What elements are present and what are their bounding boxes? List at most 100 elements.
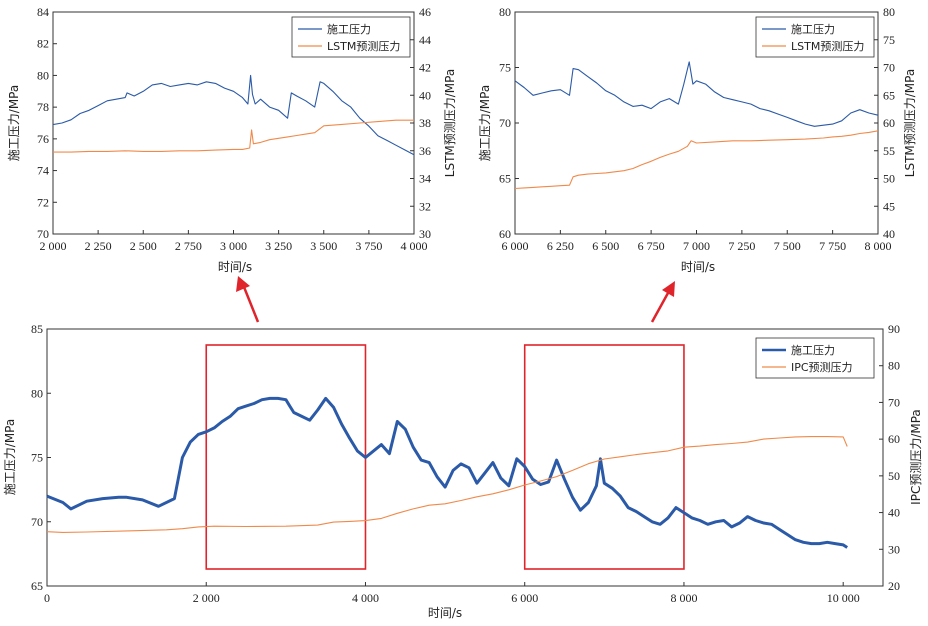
y-tick-label: 78 (37, 100, 49, 114)
x-tick-label: 4 000 (401, 239, 428, 253)
x-tick-label: 4 000 (352, 591, 379, 605)
y2-tick-label: 36 (419, 144, 431, 158)
x-tick-label: 2 000 (193, 591, 220, 605)
y2-tick-label: 42 (419, 61, 431, 75)
x-tick-label: 3 750 (355, 239, 382, 253)
y-axis-label: 施工压力/MPa (3, 419, 17, 495)
x-tick-label: 6 750 (638, 239, 665, 253)
arrow-right-shaft (650, 292, 670, 323)
y-tick-label: 80 (31, 386, 43, 400)
series-line-pressure (46, 396, 849, 549)
y-tick-label: 70 (31, 515, 43, 529)
x-axis-label: 时间/s (681, 260, 715, 274)
x-tick-label: 8 000 (670, 591, 697, 605)
y2-tick-label: 70 (888, 395, 900, 409)
legend: 施工压力 LSTM预测压力 (291, 16, 411, 58)
legend-label: LSTM预测压力 (791, 40, 864, 53)
series-line-predicted (53, 119, 414, 153)
legend-box (291, 16, 411, 58)
y2-tick-label: 50 (888, 469, 900, 483)
y-tick-label: 70 (37, 227, 49, 241)
zoom-box (523, 344, 685, 570)
y2-tick-label: 30 (419, 227, 431, 241)
y-tick-label: 60 (499, 227, 511, 241)
y2-tick-label: 30 (888, 542, 900, 556)
x-tick-label: 2 500 (130, 239, 157, 253)
x-tick-label: 6 500 (592, 239, 619, 253)
y-tick-label: 65 (499, 172, 511, 186)
legend-label: 施工压力 (791, 344, 835, 357)
y2-tick-label: 55 (883, 144, 895, 158)
x-tick-label: 6 000 (502, 239, 529, 253)
legend-box (755, 337, 875, 379)
zoom-box (205, 344, 367, 570)
series-line-predicted (46, 436, 848, 533)
y2-tick-label: 65 (883, 88, 895, 102)
x-tick-label: 7 500 (774, 239, 801, 253)
x-tick-label: 2 250 (85, 239, 112, 253)
y2-tick-label: 20 (888, 579, 900, 593)
arrow-left-shaft (242, 286, 260, 323)
y2-tick-label: 44 (419, 33, 431, 47)
legend: 施工压力 LSTM预测压力 (755, 16, 875, 58)
legend-label: 施工压力 (327, 23, 371, 36)
y-tick-label: 72 (37, 195, 49, 209)
series-line-predicted (514, 130, 879, 190)
x-tick-label: 10 000 (827, 591, 860, 605)
y2-tick-label: 60 (888, 432, 900, 446)
y2-tick-label: 38 (419, 116, 431, 130)
x-tick-label: 3 000 (220, 239, 247, 253)
arrow-right-head (662, 281, 675, 297)
series-line-pressure (514, 61, 879, 127)
zoom-callout-arrows (236, 276, 675, 323)
y-tick-label: 65 (31, 579, 43, 593)
series-line-pressure (52, 74, 415, 156)
y2-tick-label: 40 (888, 506, 900, 520)
y-tick-label: 80 (37, 68, 49, 82)
y-tick-label: 70 (499, 116, 511, 130)
y2-tick-label: 40 (883, 227, 895, 241)
x-tick-label: 3 500 (310, 239, 337, 253)
y2-tick-label: 46 (419, 5, 431, 19)
x-tick-label: 0 (44, 591, 50, 605)
y2-tick-label: 90 (888, 322, 900, 336)
y-tick-label: 84 (37, 5, 49, 19)
y2-axis-label: IPC预测压力/MPa (909, 409, 923, 505)
x-axis-label: 时间/s (428, 606, 462, 620)
bottom-chart: 0 2 000 4 000 6 000 8 000 10 000 65 70 75 80 85 20 3… (3, 322, 923, 620)
y-tick-label: 75 (31, 451, 43, 465)
x-axis-label: 时间/s (218, 260, 252, 274)
y2-axis-label: LSTM预测压力/MPa (443, 69, 457, 177)
x-tick-label: 7 250 (728, 239, 755, 253)
legend: 施工压力 IPC预测压力 (755, 337, 875, 379)
y-axis-label: 施工压力/MPa (7, 85, 21, 161)
legend-label: 施工压力 (791, 23, 835, 36)
x-tick-label: 2 750 (175, 239, 202, 253)
y-tick-label: 76 (37, 132, 49, 146)
legend-label: LSTM预测压力 (327, 40, 400, 53)
y2-tick-label: 32 (419, 199, 431, 213)
x-tick-label: 2 000 (40, 239, 67, 253)
x-tick-label: 3 250 (265, 239, 292, 253)
legend-label: IPC预测压力 (791, 361, 853, 374)
x-tick-label: 6 250 (547, 239, 574, 253)
y-axis-label: 施工压力/MPa (478, 85, 492, 161)
y2-tick-label: 45 (883, 199, 895, 213)
x-tick-label: 7 000 (683, 239, 710, 253)
y2-tick-label: 80 (888, 359, 900, 373)
top-right-chart: 6 000 6 250 6 500 6 750 7 000 7 250 7 500 7 750… (478, 5, 917, 274)
arrow-left-head (236, 276, 250, 292)
y2-tick-label: 75 (883, 33, 895, 47)
y-tick-label: 74 (37, 164, 49, 178)
y-tick-label: 82 (37, 37, 49, 51)
y2-tick-label: 80 (883, 5, 895, 19)
y-tick-label: 75 (499, 61, 511, 75)
y2-tick-label: 34 (419, 172, 431, 186)
y-tick-label: 80 (499, 5, 511, 19)
x-tick-label: 6 000 (511, 591, 538, 605)
y2-tick-label: 70 (883, 61, 895, 75)
y2-tick-label: 40 (419, 88, 431, 102)
legend-box (755, 16, 875, 58)
x-tick-label: 8 000 (865, 239, 892, 253)
